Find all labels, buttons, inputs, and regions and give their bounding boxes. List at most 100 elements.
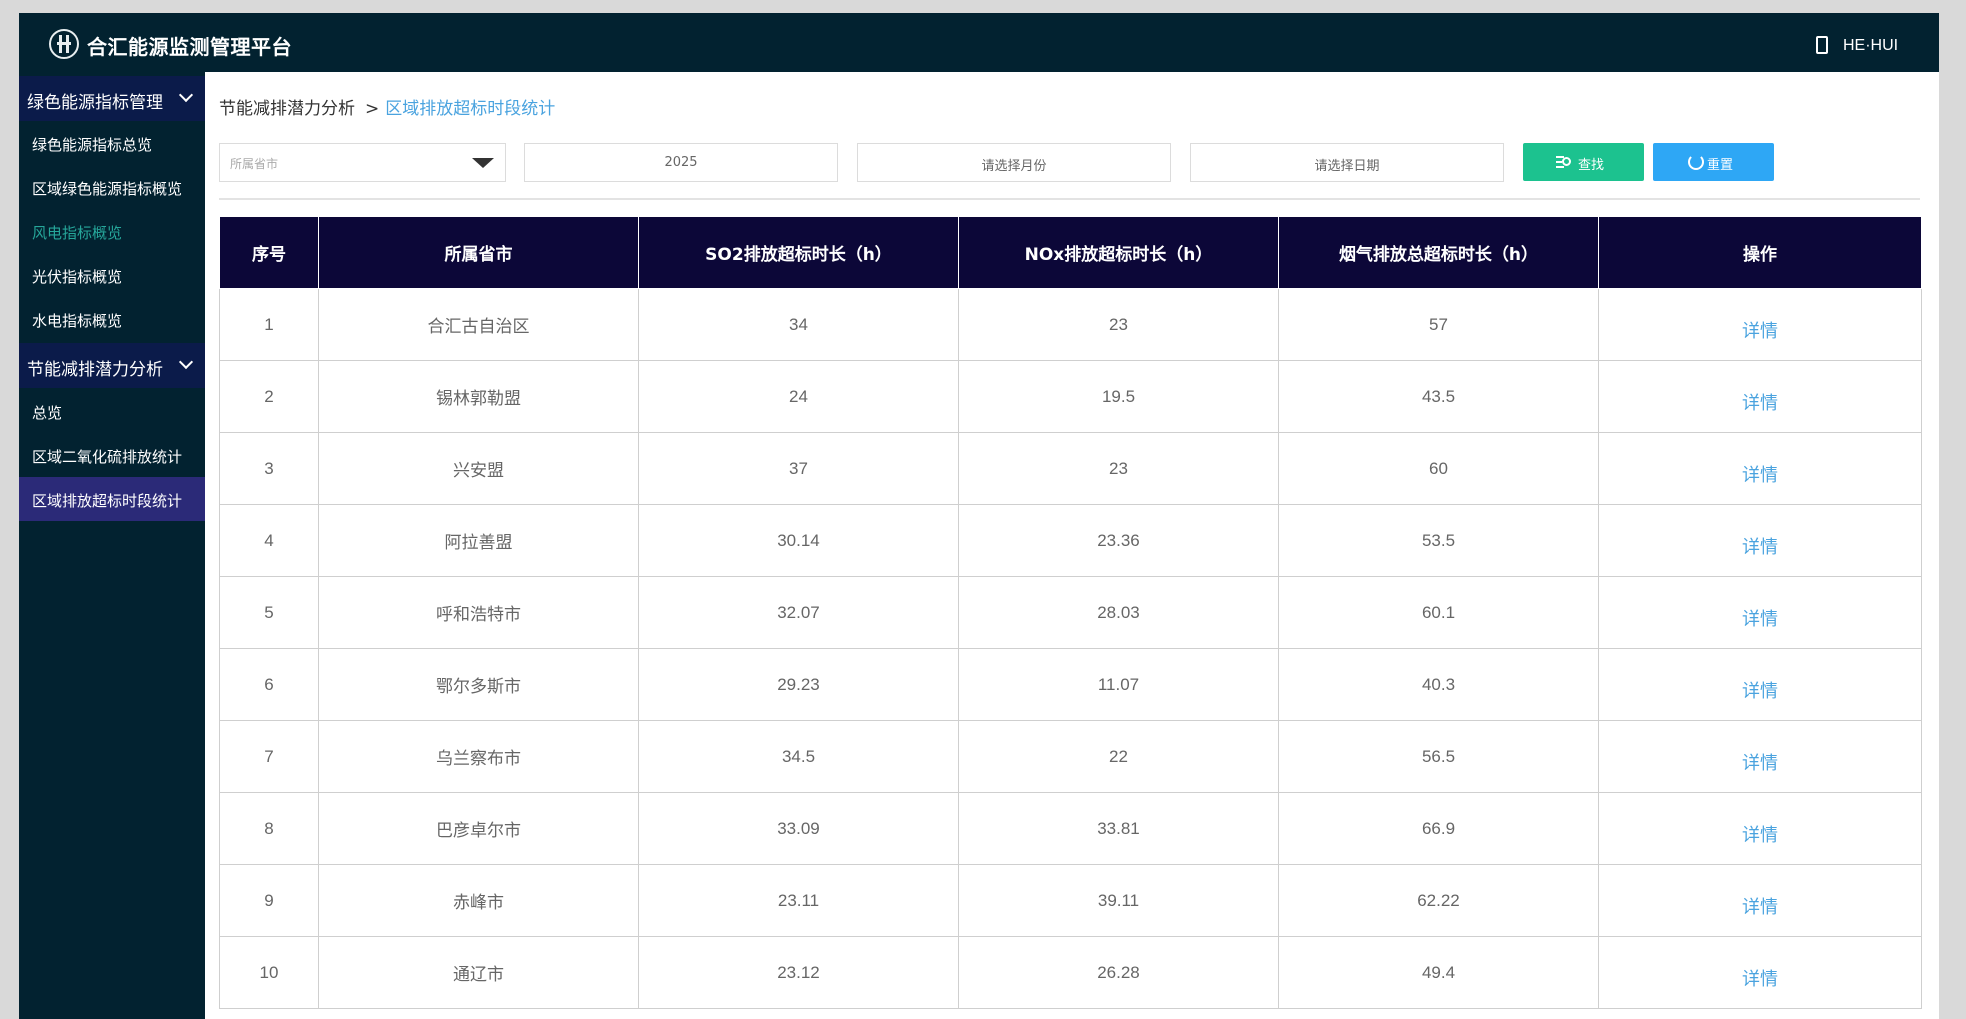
search-icon [1556, 154, 1572, 170]
sidebar-item-label: 区域二氧化硫排放统计 [32, 448, 183, 466]
cell-flue-gas: 60 [1278, 432, 1599, 505]
table-row: 3 兴安盟 37 23 60 详情 [219, 432, 1922, 505]
menu-group-label: 节能减排潜力分析 [27, 360, 163, 380]
cell-province: 呼和浩特市 [318, 576, 639, 649]
cell-index: 2 [219, 360, 319, 433]
sidebar-item-label: 水电指标概览 [32, 312, 123, 330]
breadcrumb-separator: > [365, 99, 380, 119]
cell-nox: 39.11 [958, 864, 1279, 937]
table-row: 2 锡林郭勒盟 24 19.5 43.5 详情 [219, 360, 1922, 433]
cell-flue-gas: 43.5 [1278, 360, 1599, 433]
table-row: 10 通辽市 23.12 26.28 49.4 详情 [219, 936, 1922, 1009]
cell-province: 鄂尔多斯市 [318, 648, 639, 721]
breadcrumb-current: 区域排放超标时段统计 [385, 99, 556, 119]
cell-flue-gas: 57 [1278, 288, 1599, 361]
sidebar-item-overview[interactable]: 总览 [19, 389, 205, 433]
details-link[interactable]: 详情 [1742, 464, 1778, 486]
cell-action: 详情 [1598, 864, 1922, 937]
user-name[interactable]: HE·HUI [1843, 37, 1899, 54]
details-link[interactable]: 详情 [1742, 392, 1778, 414]
cell-action: 详情 [1598, 720, 1922, 793]
table-row: 4 阿拉善盟 30.14 23.36 53.5 详情 [219, 504, 1922, 577]
cell-index: 3 [219, 432, 319, 505]
cell-action: 详情 [1598, 576, 1922, 649]
cell-index: 1 [219, 288, 319, 361]
logo-icon [49, 29, 79, 59]
details-link[interactable]: 详情 [1742, 824, 1778, 846]
table-row: 9 赤峰市 23.11 39.11 62.22 详情 [219, 864, 1922, 937]
table-row: 5 呼和浩特市 32.07 28.03 60.1 详情 [219, 576, 1922, 649]
table-row: 7 乌兰察布市 34.5 22 56.5 详情 [219, 720, 1922, 793]
cell-province: 通辽市 [318, 936, 639, 1009]
cell-flue-gas: 53.5 [1278, 504, 1599, 577]
cell-index: 10 [219, 936, 319, 1009]
cell-nox: 19.5 [958, 360, 1279, 433]
details-link[interactable]: 详情 [1742, 608, 1778, 630]
province-select[interactable]: 所属省市 [219, 143, 506, 182]
sidebar-item-label: 区域排放超标时段统计 [32, 492, 183, 510]
details-link[interactable]: 详情 [1742, 680, 1778, 702]
details-link[interactable]: 详情 [1742, 320, 1778, 342]
cell-action: 详情 [1598, 360, 1922, 433]
sidebar-item-solar[interactable]: 光伏指标概览 [19, 253, 205, 297]
sidebar-item-hydro[interactable]: 水电指标概览 [19, 297, 205, 341]
sidebar-item-wind-power[interactable]: 风电指标概览 [19, 209, 205, 253]
cell-so2: 24 [638, 360, 959, 433]
cell-so2: 29.23 [638, 648, 959, 721]
month-picker[interactable]: 请选择月份 [857, 143, 1171, 182]
cell-nox: 28.03 [958, 576, 1279, 649]
user-icon[interactable] [1816, 36, 1828, 54]
top-bar: 合汇能源监测管理平台 HE·HUI [19, 13, 1939, 72]
cell-index: 5 [219, 576, 319, 649]
details-link[interactable]: 详情 [1742, 536, 1778, 558]
sidebar-item-green-energy-overview[interactable]: 绿色能源指标总览 [19, 121, 205, 165]
province-select-placeholder: 所属省市 [230, 157, 279, 171]
year-value: 2025 [664, 155, 698, 170]
refresh-icon [1688, 154, 1704, 170]
app-window: 合汇能源监测管理平台 HE·HUI 绿色能源指标管理 绿色能源指标总览 区域绿色… [19, 13, 1939, 1019]
menu-group-energy-saving[interactable]: 节能减排潜力分析 [19, 343, 205, 388]
month-placeholder: 请选择月份 [981, 159, 1047, 174]
sidebar: 绿色能源指标管理 绿色能源指标总览 区域绿色能源指标概览 风电指标概览 光伏指标… [19, 72, 205, 1019]
year-field[interactable]: 2025 [524, 143, 838, 182]
cell-action: 详情 [1598, 432, 1922, 505]
sidebar-item-so2-statistics[interactable]: 区域二氧化硫排放统计 [19, 433, 205, 477]
sidebar-item-label: 总览 [32, 404, 63, 422]
cell-province: 合汇古自治区 [318, 288, 639, 361]
sidebar-item-over-limit-statistics[interactable]: 区域排放超标时段统计 [19, 477, 205, 521]
details-link[interactable]: 详情 [1742, 968, 1778, 990]
sidebar-item-label: 风电指标概览 [32, 224, 123, 242]
cell-so2: 30.14 [638, 504, 959, 577]
cell-action: 详情 [1598, 792, 1922, 865]
menu-group-green-energy[interactable]: 绿色能源指标管理 [19, 76, 205, 121]
cell-so2: 23.12 [638, 936, 959, 1009]
sidebar-item-regional-green-energy[interactable]: 区域绿色能源指标概览 [19, 165, 205, 209]
date-placeholder: 请选择日期 [1314, 159, 1380, 174]
sidebar-item-label: 绿色能源指标总览 [32, 136, 153, 154]
cell-index: 6 [219, 648, 319, 721]
search-button[interactable]: 查找 [1523, 143, 1644, 181]
cell-nox: 23.36 [958, 504, 1279, 577]
chevron-down-icon [178, 354, 194, 370]
reset-button[interactable]: 重置 [1653, 143, 1774, 181]
cell-province: 锡林郭勒盟 [318, 360, 639, 433]
column-header-province: 所属省市 [318, 216, 639, 289]
breadcrumb-parent[interactable]: 节能减排潜力分析 [219, 99, 355, 119]
app-title: 合汇能源监测管理平台 [87, 35, 292, 59]
cell-so2: 32.07 [638, 576, 959, 649]
cell-province: 赤峰市 [318, 864, 639, 937]
cell-nox: 11.07 [958, 648, 1279, 721]
cell-flue-gas: 49.4 [1278, 936, 1599, 1009]
date-picker[interactable]: 请选择日期 [1190, 143, 1504, 182]
cell-flue-gas: 62.22 [1278, 864, 1599, 937]
cell-index: 7 [219, 720, 319, 793]
menu-group-label: 绿色能源指标管理 [27, 93, 163, 113]
cell-so2: 37 [638, 432, 959, 505]
sidebar-item-label: 光伏指标概览 [32, 268, 123, 286]
table-header-row: 序号 所属省市 SO2排放超标时长（h） NOx排放超标时长（h） 烟气排放总超… [219, 216, 1922, 289]
cell-so2: 34.5 [638, 720, 959, 793]
details-link[interactable]: 详情 [1742, 752, 1778, 774]
cell-flue-gas: 56.5 [1278, 720, 1599, 793]
details-link[interactable]: 详情 [1742, 896, 1778, 918]
cell-nox: 33.81 [958, 792, 1279, 865]
